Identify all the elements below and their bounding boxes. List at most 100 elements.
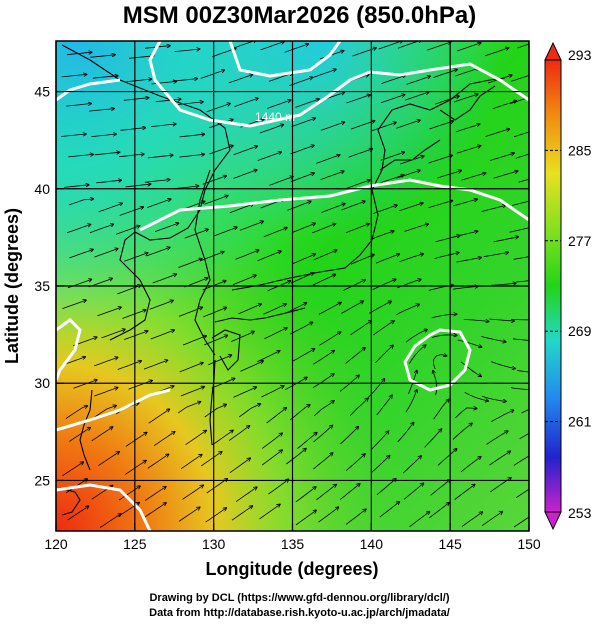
colorbar-tick-label: 293 [568,47,592,63]
streamline-arrow [513,455,529,466]
streamline-arrow [312,69,336,79]
streamline-arrow [455,124,480,133]
streamline-arrow [460,457,481,473]
streamline-arrow [481,336,505,342]
streamline-arrow [350,121,375,130]
streamline-arrow [120,128,146,131]
streamline-arrow [212,430,233,446]
streamline-arrow [399,254,424,263]
streamline-arrow [62,462,83,477]
streamline-arrow [65,406,87,419]
streamline-arrow [371,431,388,450]
streamline-arrow [379,175,404,184]
streamline-arrow [128,56,154,59]
streamline-arrow [455,68,479,77]
streamline-arrow [118,154,144,158]
streamline-arrow [144,503,166,518]
streamline-arrow [370,231,393,240]
streamline-arrow [345,454,365,471]
streamline-arrow [90,55,115,58]
streamline-arrow [510,74,529,82]
credit-data-source: Data from http://database.rish.kyoto-u.a… [149,607,450,619]
streamline-arrow [291,118,316,127]
streamline-arrow [511,318,529,321]
streamline-arrow [150,124,176,127]
streamline-arrow [266,100,291,109]
y-tick-label: 45 [34,84,50,100]
streamline-arrow [61,134,86,137]
streamline-arrow [518,178,529,183]
streamline-arrow [290,322,312,335]
streamline-arrow [369,301,391,314]
streamline-arrow [452,423,472,440]
streamline-arrow [376,395,392,416]
streamline-arrow [233,146,258,156]
height-contours [56,41,529,531]
streamline-arrow [204,405,227,418]
streamline-arrow [240,361,263,372]
streamline-arrow [233,387,256,398]
colorbar: 293 285 277 269 261 253 [544,41,592,531]
streamline-arrow [178,507,200,522]
streamline-arrow [151,81,177,85]
streamline-arrow [69,428,90,442]
streamline-arrow [69,250,93,259]
streamline-arrow [262,433,282,449]
streamline-arrow [519,432,529,440]
streamline-arrow [513,516,529,528]
colorbar-top-arrow [544,41,562,61]
streamline-arrow [350,321,372,336]
x-axis-ticks: 120 125 130 135 140 145 150 [44,523,541,552]
streamline-arrow [431,314,457,319]
streamline-arrow [371,456,389,473]
streamline-arrow [117,361,141,370]
y-tick-label: 30 [34,375,50,391]
colorbar-tick-label: 277 [568,233,592,249]
streamline-arrow [290,145,315,155]
streamline-arrow [316,155,340,164]
streamline-arrow [313,401,334,417]
streamline-arrow [117,285,140,295]
streamline-arrow [453,94,478,103]
streamline-arrow [269,177,293,186]
streamline-arrow [99,514,121,528]
streamline-arrow [204,196,228,205]
streamline-arrow [457,339,482,347]
streamline-arrow [319,332,340,346]
streamline-arrow [178,307,202,317]
wind-streamlines [61,41,529,528]
streamline-arrow [124,461,146,475]
streamline-arrow [375,345,393,364]
streamline-arrow [295,487,316,503]
streamline-arrow [93,357,118,367]
streamline-arrow [122,310,145,319]
streamline-arrow [149,301,174,310]
streamline-arrow [126,79,152,83]
streamline-arrow [489,318,514,321]
streamline-arrow [454,485,475,500]
x-tick-label: 140 [360,536,384,552]
streamline-arrow [352,48,377,57]
streamline-arrow [433,355,447,370]
streamline-arrow [464,392,488,401]
streamline-arrow [185,431,207,446]
streamline-arrow [509,96,529,105]
streamline-arrow [115,226,140,235]
colorbar-tick-label: 253 [568,505,592,521]
streamline-arrow [234,98,258,107]
streamline-arrow [144,180,170,183]
streamline-arrow [456,146,481,154]
streamline-arrow [259,504,280,520]
streamline-arrow [341,201,365,211]
streamline-arrow [513,131,529,138]
y-tick-label: 35 [34,278,50,294]
streamline-arrow [179,134,205,138]
streamline-arrow [180,455,202,470]
streamline-arrow [239,221,263,231]
streamline-arrow [63,185,89,188]
streamline-arrow [404,224,429,232]
streamline-arrow [313,250,337,261]
streamline-arrow [233,170,257,179]
streamline-arrow [312,374,334,389]
streamline-arrow [61,74,87,78]
